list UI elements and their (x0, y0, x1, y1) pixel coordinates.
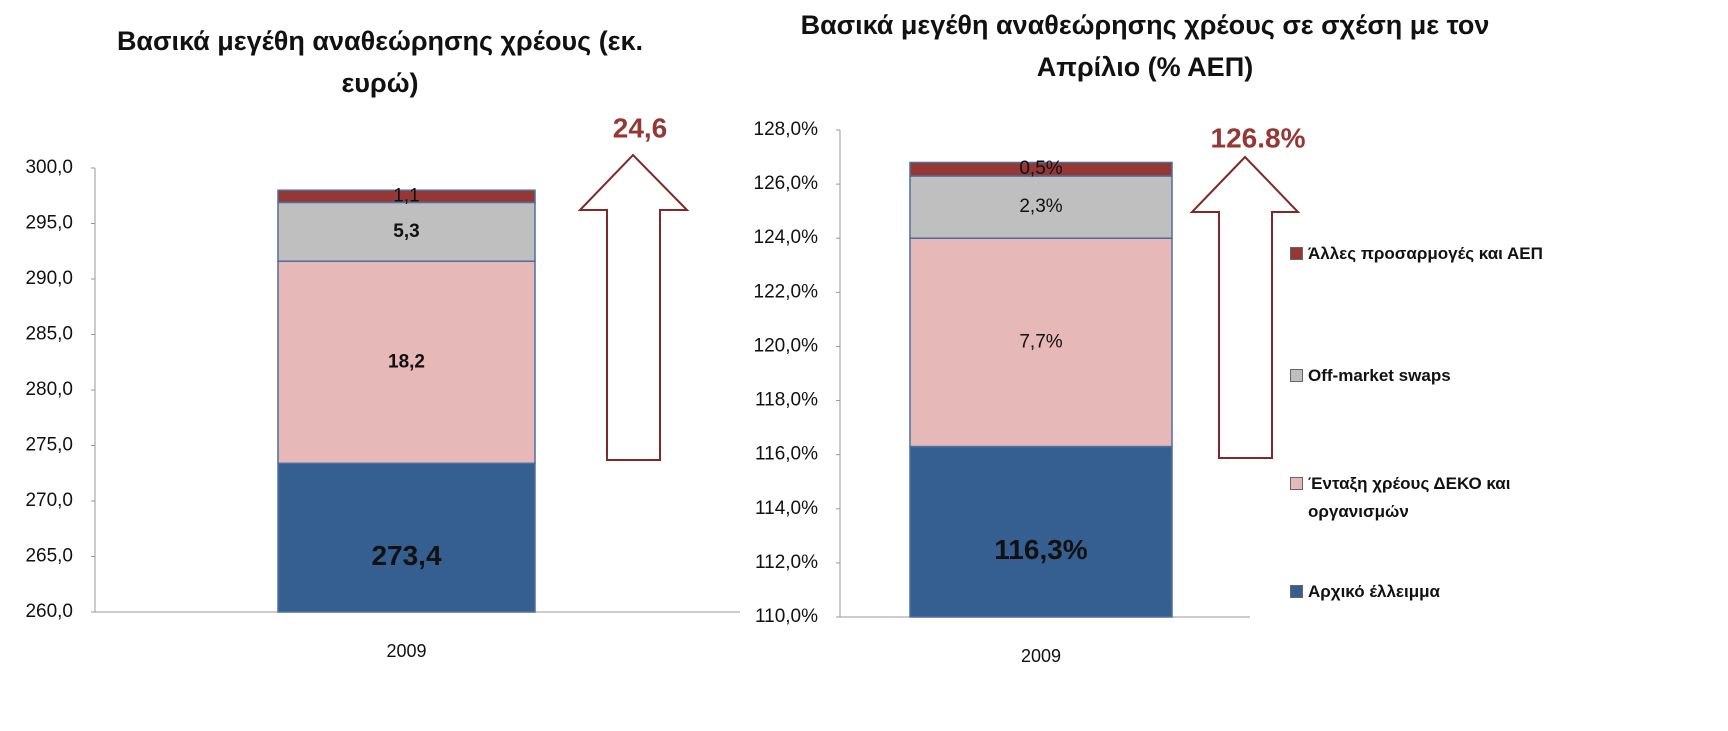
y-tick-label: 114,0% (755, 498, 818, 519)
y-tick-label: 118,0% (755, 390, 818, 411)
y-tick-label: 116,0% (755, 444, 818, 465)
legend-label: Ένταξη χρέους ΔΕΚΟ και οργανισμών (1308, 474, 1511, 521)
chart-title: Βασικά μεγέθη αναθεώρησης χρέους (εκ. ευ… (116, 26, 644, 98)
arrow (1189, 155, 1301, 459)
data-label: 273,4 (371, 540, 441, 571)
data-label: 7,7% (1019, 331, 1062, 352)
y-tick-label: 285,0 (25, 324, 73, 345)
legend-item: Άλλες προσαρμογές και ΑΕΠ (1290, 240, 1590, 268)
data-label: 2,3% (1019, 196, 1062, 217)
legend-label: Άλλες προσαρμογές και ΑΕΠ (1308, 244, 1543, 263)
y-tick-label: 300,0 (25, 157, 73, 178)
bar-segment (909, 175, 1173, 239)
data-label: 0,5% (1019, 158, 1062, 179)
legend-swatch (1290, 369, 1303, 382)
x-tick-label: 2009 (1021, 646, 1061, 666)
legend-swatch (1290, 585, 1303, 598)
y-tick-label: 122,0% (754, 281, 819, 302)
y-tick-label: 110,0% (755, 606, 818, 627)
y-tick-label: 270,0 (25, 490, 73, 511)
y-tick-label: 295,0 (25, 213, 73, 234)
data-label: 5,3 (393, 221, 419, 242)
legend-swatch (1290, 477, 1303, 490)
bar-segment (909, 161, 1173, 177)
y-tick-label: 112,0% (755, 552, 818, 573)
annotation: 24,6 (613, 112, 668, 143)
legend-label: Off-market swaps (1308, 366, 1451, 385)
y-tick-label: 126,0% (754, 173, 819, 194)
y-tick-label: 260,0 (25, 601, 73, 622)
bar-segment (277, 189, 536, 204)
bar-segment (909, 237, 1173, 448)
bar-segment (277, 462, 536, 613)
legend-item: Off-market swaps (1290, 362, 1590, 390)
y-tick-label: 128,0% (754, 119, 819, 140)
bar-segment (909, 445, 1173, 618)
bar-segment (277, 260, 536, 465)
y-tick-label: 280,0 (25, 379, 73, 400)
y-tick-label: 265,0 (25, 546, 73, 567)
legend-swatch (1290, 247, 1303, 260)
legend-item: Αρχικό έλλειμμα (1290, 578, 1590, 606)
y-tick-label: 124,0% (754, 227, 819, 248)
data-label: 18,2 (388, 351, 425, 372)
y-tick-label: 290,0 (25, 268, 73, 289)
y-tick-label: 275,0 (25, 435, 73, 456)
legend-label: Αρχικό έλλειμμα (1308, 582, 1440, 601)
data-label: 1,1 (393, 185, 419, 206)
arrow (577, 153, 690, 461)
annotation: 126.8% (1211, 122, 1306, 153)
bar-segment (277, 201, 536, 262)
chart-title: Βασικά μεγέθη αναθεώρησης χρέους σε σχέσ… (800, 10, 1490, 82)
legend-item: Ένταξη χρέους ΔΕΚΟ και οργανισμών (1290, 470, 1590, 526)
x-tick-label: 2009 (386, 641, 426, 661)
data-label: 116,3% (994, 534, 1088, 565)
y-tick-label: 120,0% (754, 335, 819, 356)
